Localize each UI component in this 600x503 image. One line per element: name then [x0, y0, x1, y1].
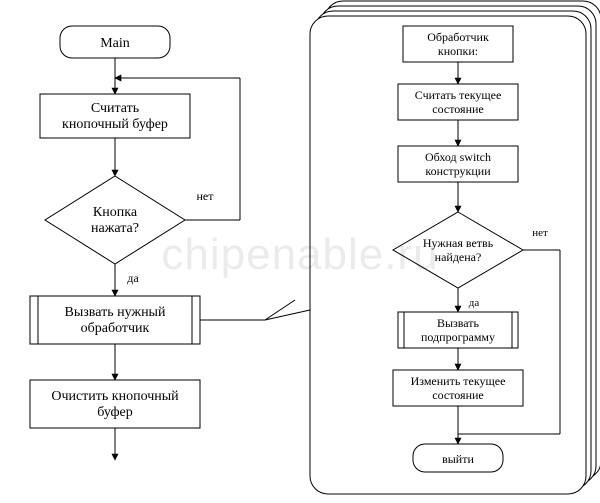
svg-text:Вызвать нужный: Вызвать нужный	[65, 305, 166, 320]
svg-text:нет: нет	[197, 189, 215, 203]
svg-text:кнопки:: кнопки:	[438, 44, 478, 58]
svg-text:Очистить кнопочный: Очистить кнопочный	[51, 389, 179, 404]
svg-text:нет: нет	[532, 227, 548, 239]
svg-text:нажата?: нажата?	[91, 221, 139, 236]
svg-text:состояние: состояние	[432, 388, 484, 402]
svg-text:Обработчик: Обработчик	[427, 30, 489, 44]
svg-text:состояние: состояние	[432, 102, 484, 116]
svg-text:найдена?: найдена?	[435, 250, 482, 264]
svg-text:конструкции: конструкции	[425, 164, 491, 178]
svg-text:обработчик: обработчик	[81, 321, 150, 336]
svg-text:выйти: выйти	[442, 452, 474, 466]
svg-text:Считать: Считать	[91, 101, 139, 116]
svg-text:буфер: буфер	[97, 405, 133, 420]
svg-text:Кнопка: Кнопка	[93, 205, 138, 220]
svg-text:Нужная ветвь: Нужная ветвь	[423, 236, 494, 250]
svg-text:Обход switch: Обход switch	[425, 150, 491, 164]
svg-text:Изменить текущее: Изменить текущее	[411, 374, 506, 388]
svg-text:да: да	[469, 297, 480, 309]
svg-text:Main: Main	[100, 36, 130, 51]
svg-text:Вызвать: Вызвать	[437, 316, 480, 330]
svg-text:кнопочный буфер: кнопочный буфер	[62, 117, 168, 132]
flowchart-canvas: Main Считатькнопочный буфер Кнопканажата? н…	[0, 0, 600, 503]
svg-text:да: да	[127, 271, 139, 285]
svg-text:подпрограмму: подпрограмму	[421, 330, 495, 344]
svg-text:Считать текущее: Считать текущее	[415, 88, 502, 102]
